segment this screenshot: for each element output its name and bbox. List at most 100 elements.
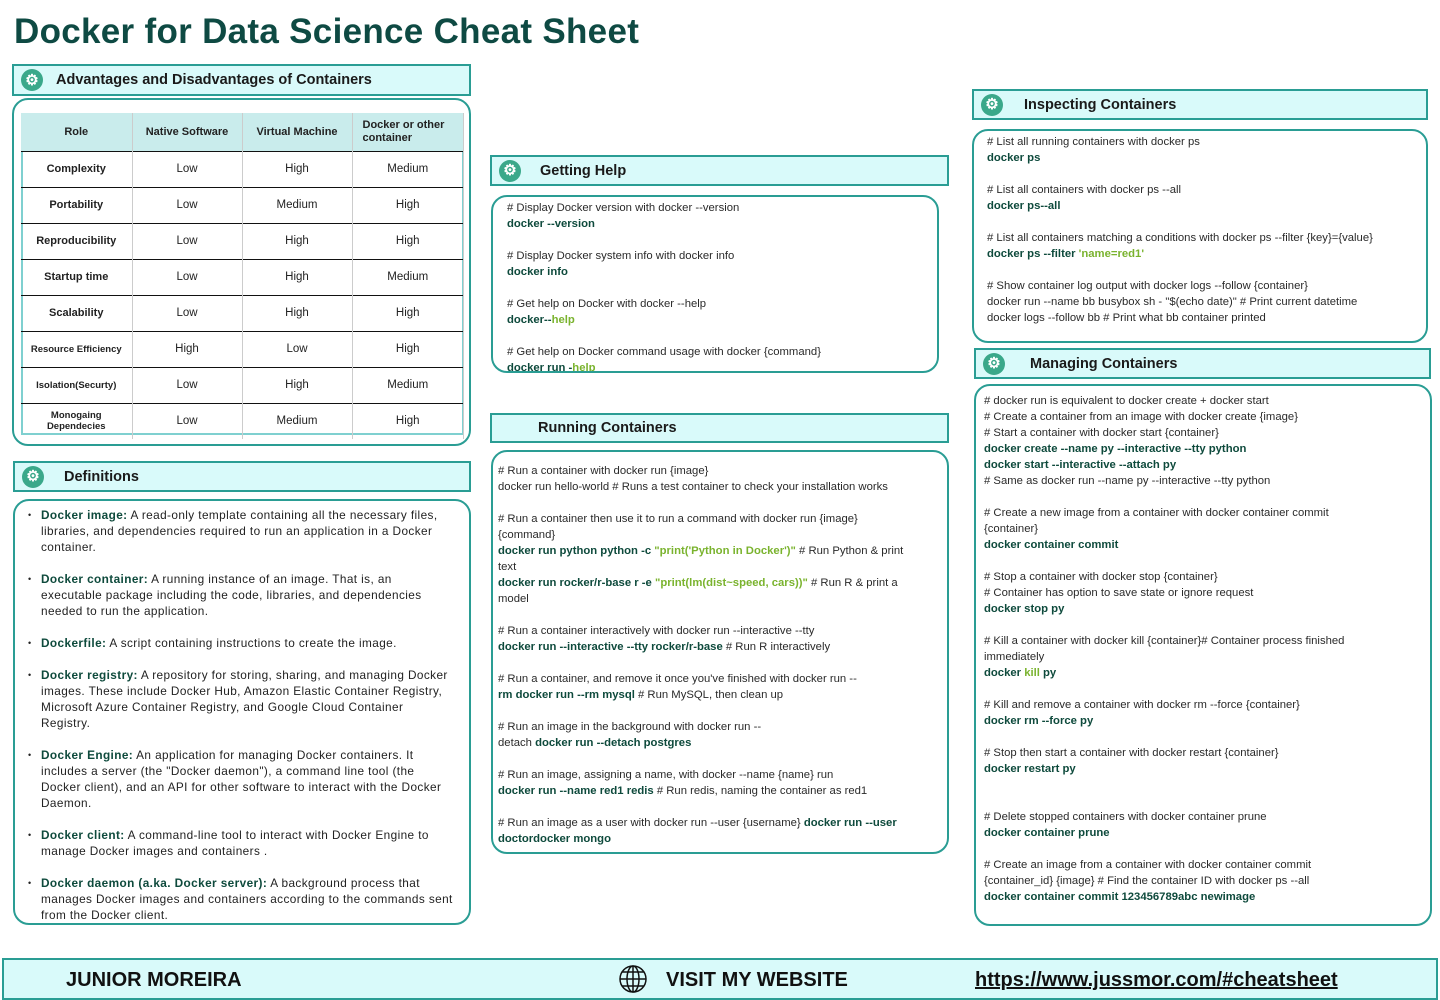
- table-row: Resource Efficiency High Low High: [21, 330, 464, 367]
- code-line: text: [498, 559, 947, 575]
- definition-text: A running instance of an image. That is,…: [41, 572, 422, 618]
- comment-text: # Get help on Docker command usage with …: [507, 346, 821, 358]
- command-text: docker ps --filter: [987, 248, 1079, 260]
- comment-text: # Run R interactively: [725, 641, 831, 653]
- comment-text: # Run Python & print: [795, 545, 904, 557]
- code-line: # Create a container from an image with …: [984, 409, 1430, 425]
- command-text: docker run --detach postgres: [535, 737, 692, 749]
- section-title: Definitions: [64, 468, 139, 485]
- code-line: # Stop a container with docker stop {con…: [984, 569, 1430, 585]
- table-cell: High: [242, 150, 353, 187]
- comment-text: # docker run is equivalent to docker cre…: [984, 395, 1269, 407]
- code-line: docker restart py: [984, 761, 1430, 777]
- code-line: docker container commit 123456789abc new…: [984, 889, 1430, 905]
- table-cell: Low: [132, 258, 243, 295]
- table-cell: Low: [132, 186, 243, 223]
- table-cell: Medium: [242, 186, 353, 223]
- table-cell: Low: [132, 294, 243, 331]
- section-title: Inspecting Containers: [1024, 96, 1177, 113]
- gear-icon: ⚙: [499, 159, 521, 182]
- code-line: # Display Docker system info with docker…: [507, 248, 937, 264]
- column-header: Docker or other container: [352, 113, 464, 151]
- argument-text: kill: [1024, 667, 1040, 679]
- definition-term: Docker registry:: [41, 668, 138, 682]
- comment-text: {container}: [984, 523, 1039, 535]
- code-line: # Run a container interactively with doc…: [498, 623, 947, 639]
- code-line: [984, 729, 1430, 745]
- table-cell: High: [242, 222, 353, 259]
- table-row: Monogaing Dependecies Low Medium High: [21, 402, 464, 439]
- code-line: [984, 777, 1430, 793]
- table-cell: High: [242, 366, 353, 403]
- command-text: docker container commit: [984, 539, 1119, 551]
- code-line: # Delete stopped containers with docker …: [984, 809, 1430, 825]
- section-header-inspecting: ⚙ Inspecting Containers: [972, 89, 1428, 120]
- code-line: [498, 495, 947, 511]
- row-label: Startup time: [21, 258, 133, 295]
- command-text: docker--: [507, 314, 552, 326]
- comment-text: # Run a container interactively with doc…: [498, 625, 815, 637]
- gear-icon: ⚙: [22, 465, 44, 488]
- footer: JUNIOR MOREIRA VISIT MY WEBSITE https://…: [2, 958, 1438, 1000]
- code-line: # List all containers with docker ps --a…: [987, 182, 1426, 198]
- section-title: Getting Help: [540, 162, 627, 179]
- code-line: docker info: [507, 264, 937, 280]
- code-line: model: [498, 591, 947, 607]
- argument-text: "print('Python in Docker')": [654, 545, 796, 557]
- code-line: docker run python python -c "print('Pyth…: [498, 543, 947, 559]
- row-label: Isolation(Securty): [21, 366, 133, 403]
- command-text: docker run python python -c: [498, 545, 655, 557]
- code-line: docker run --name bb busybox sh - "$(ech…: [987, 294, 1426, 310]
- website-link[interactable]: https://www.jussmor.com/#cheatsheet: [975, 969, 1338, 991]
- code-line: docker ps: [987, 150, 1426, 166]
- command-text: docker run --name red1 redis: [498, 785, 654, 797]
- command-text: docker: [984, 667, 1025, 679]
- definition-item: Docker registry: A repository for storin…: [28, 667, 455, 731]
- row-label: Reproducibility: [21, 222, 133, 259]
- code-line: # Show container log output with docker …: [987, 278, 1426, 294]
- command-text: docker container commit 123456789abc new…: [984, 891, 1256, 903]
- code-line: # Container has option to save state or …: [984, 585, 1430, 601]
- section-header-definitions: ⚙ Definitions: [13, 461, 471, 492]
- command-text: docker run --interactive --tty rocker/r-…: [498, 641, 726, 653]
- code-line: # Get help on Docker command usage with …: [507, 344, 937, 360]
- comment-text: # List all running containers with docke…: [987, 136, 1200, 148]
- command-text: docker create --name py --interactive --…: [984, 443, 1247, 455]
- definition-item: Docker image: A read-only template conta…: [28, 507, 455, 555]
- definition-item: Docker Engine: An application for managi…: [28, 747, 455, 811]
- comment-text: # Run a container with docker run {image…: [498, 465, 709, 477]
- code-line: rm docker run --rm mysql # Run MySQL, th…: [498, 687, 947, 703]
- code-line: docker start --interactive --attach py: [984, 457, 1430, 473]
- code-line: docker ps --filter 'name=red1': [987, 246, 1426, 262]
- command-text: docker container prune: [984, 827, 1110, 839]
- command-text: rm docker run --rm mysql: [498, 689, 635, 701]
- code-line: [984, 681, 1430, 697]
- comment-text: {container_id} {image} # Find the contai…: [984, 875, 1310, 887]
- definition-item: Docker container: A running instance of …: [28, 571, 455, 619]
- row-label: Resource Efficiency: [21, 330, 133, 367]
- inspecting-containers-box: # List all running containers with docke…: [972, 129, 1428, 343]
- comment-text: {command}: [498, 529, 556, 541]
- globe-icon: [618, 964, 648, 1000]
- comment-text: # Run an image in the background with do…: [498, 721, 762, 733]
- section-title: Advantages and Disadvantages of Containe…: [56, 72, 372, 88]
- table-cell: High: [352, 186, 464, 223]
- code-line: [987, 214, 1426, 230]
- command-text: py: [1039, 667, 1057, 679]
- command-text: docker --version: [507, 218, 595, 230]
- code-line: # Create an image from a container with …: [984, 857, 1430, 873]
- code-line: [498, 799, 947, 815]
- definition-item: Docker client: A command-line tool to in…: [28, 827, 455, 859]
- code-line: [507, 328, 937, 344]
- argument-text: "print(lm(dist~speed, cars))": [654, 577, 808, 589]
- code-line: [984, 553, 1430, 569]
- column-header: Virtual Machine: [242, 113, 353, 151]
- command-text: docker restart py: [984, 763, 1076, 775]
- code-line: docker rm --force py: [984, 713, 1430, 729]
- advantages-box: Role Native Software Virtual Machine Doc…: [12, 98, 471, 446]
- definition-item: Dockerfile: A script containing instruct…: [28, 635, 455, 651]
- column-header: Role: [21, 113, 133, 151]
- comment-text: # Container has option to save state or …: [984, 587, 1254, 599]
- code-line: [498, 703, 947, 719]
- code-line: # Same as docker run --name py --interac…: [984, 473, 1430, 489]
